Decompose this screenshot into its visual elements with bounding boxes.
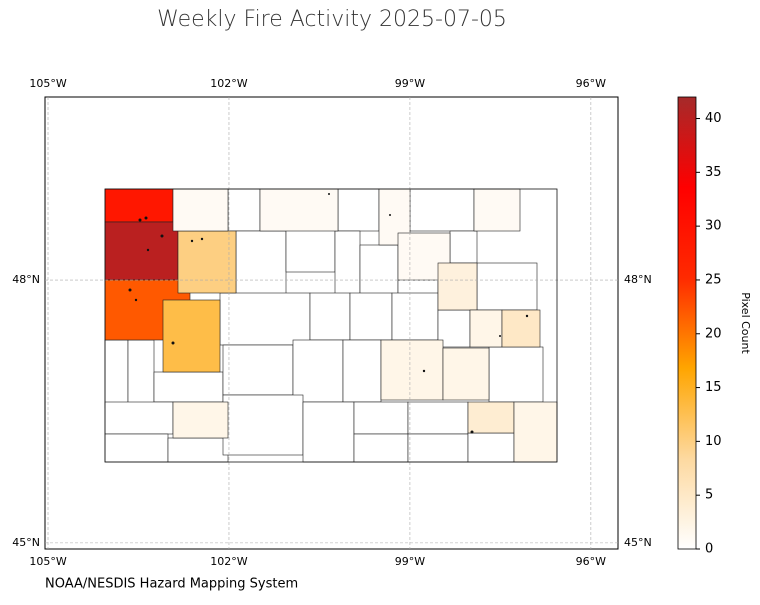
- county-region: [513, 401, 558, 463]
- county: [235, 230, 287, 296]
- colorbar-tick-label: 20: [705, 326, 722, 341]
- county: [407, 401, 469, 435]
- county: [391, 292, 439, 341]
- county: [407, 433, 469, 463]
- x-tick-label: 105°W: [29, 555, 66, 568]
- county: [104, 401, 174, 435]
- colorbar: [677, 96, 697, 550]
- county: [167, 437, 229, 463]
- colorbar-tick-label: 25: [705, 272, 722, 287]
- y-tick-label: 48°N: [624, 273, 652, 286]
- county-region: [172, 188, 229, 232]
- county-region: [473, 188, 521, 232]
- x-tick-label: 102°W: [210, 555, 247, 568]
- county-region: [162, 299, 221, 373]
- x-tick-label: 96°W: [576, 555, 606, 568]
- grid: [45, 97, 618, 549]
- county: [222, 344, 294, 396]
- county: [104, 339, 129, 409]
- county: [449, 230, 478, 264]
- county: [227, 188, 261, 232]
- county: [219, 292, 311, 346]
- county-region: [104, 188, 174, 223]
- county-region: [469, 309, 503, 348]
- y-tick-label: 48°N: [12, 273, 40, 286]
- county: [334, 230, 361, 296]
- county: [476, 262, 538, 311]
- county-region: [177, 230, 237, 294]
- colorbar-tick-label: 15: [705, 380, 722, 395]
- colorbar-tick-label: 35: [705, 165, 722, 180]
- x-tick-label: 96°W: [576, 77, 606, 90]
- county-region: [501, 309, 541, 348]
- fire-detections: [128, 193, 529, 434]
- colorbar-tick-label: 10: [705, 434, 722, 449]
- colorbar-tick-label: 30: [705, 219, 722, 234]
- source-note: NOAA/NESDIS Hazard Mapping System: [45, 577, 298, 592]
- county: [488, 346, 544, 403]
- county-region: [467, 401, 515, 434]
- x-tick-label: 105°W: [29, 77, 66, 90]
- county-region: [380, 339, 444, 401]
- county: [104, 433, 169, 463]
- chart-title: Weekly Fire Activity 2025-07-05: [157, 7, 507, 32]
- colorbar-tick-label: 0: [705, 542, 713, 557]
- county: [153, 371, 224, 403]
- y-tick-label: 45°N: [624, 536, 652, 549]
- colorbar-tick-label: 40: [705, 111, 722, 126]
- county-region: [437, 262, 478, 311]
- county: [302, 401, 355, 463]
- state-outline: [104, 188, 558, 463]
- county-region: [259, 188, 339, 232]
- county: [359, 244, 399, 296]
- county-region: [104, 221, 179, 281]
- county: [127, 339, 155, 409]
- colorbar-label: Pixel Count: [739, 292, 752, 354]
- x-tick-label: 99°W: [395, 555, 425, 568]
- county-region: [172, 401, 229, 439]
- counties: [104, 188, 558, 463]
- county: [309, 292, 351, 341]
- y-tick-label: 45°N: [12, 536, 40, 549]
- county: [353, 433, 409, 463]
- county: [342, 339, 382, 403]
- colorbar-tick-label: 5: [705, 488, 713, 503]
- x-tick-label: 102°W: [210, 77, 247, 90]
- county: [222, 394, 304, 456]
- county: [292, 339, 344, 403]
- county: [409, 188, 475, 232]
- county: [467, 432, 515, 463]
- x-tick-label: 99°W: [395, 77, 425, 90]
- county: [349, 292, 393, 341]
- county: [353, 401, 409, 435]
- county: [337, 188, 380, 232]
- county-region: [442, 347, 490, 401]
